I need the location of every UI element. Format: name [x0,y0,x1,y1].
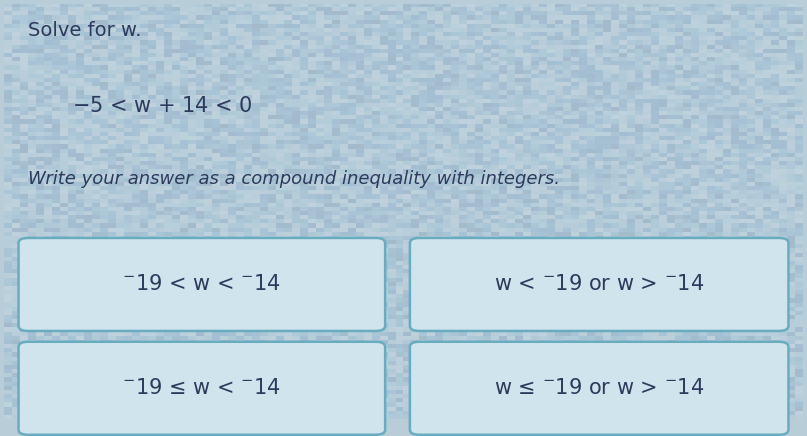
Text: w < $^{-}$19 or w > $^{-}$14: w < $^{-}$19 or w > $^{-}$14 [494,274,705,294]
FancyBboxPatch shape [410,238,788,331]
Text: Write your answer as a compound inequality with integers.: Write your answer as a compound inequali… [28,170,560,188]
Text: w ≤ $^{-}$19 or w > $^{-}$14: w ≤ $^{-}$19 or w > $^{-}$14 [494,378,705,398]
Text: Solve for w.: Solve for w. [28,21,141,40]
Text: $-$5 < w + 14 < 0: $-$5 < w + 14 < 0 [72,95,253,116]
FancyBboxPatch shape [19,238,385,331]
Text: $^{-}$19 ≤ w < $^{-}$14: $^{-}$19 ≤ w < $^{-}$14 [123,378,281,398]
FancyBboxPatch shape [19,342,385,435]
FancyBboxPatch shape [410,342,788,435]
Text: $^{-}$19 < w < $^{-}$14: $^{-}$19 < w < $^{-}$14 [123,274,281,294]
